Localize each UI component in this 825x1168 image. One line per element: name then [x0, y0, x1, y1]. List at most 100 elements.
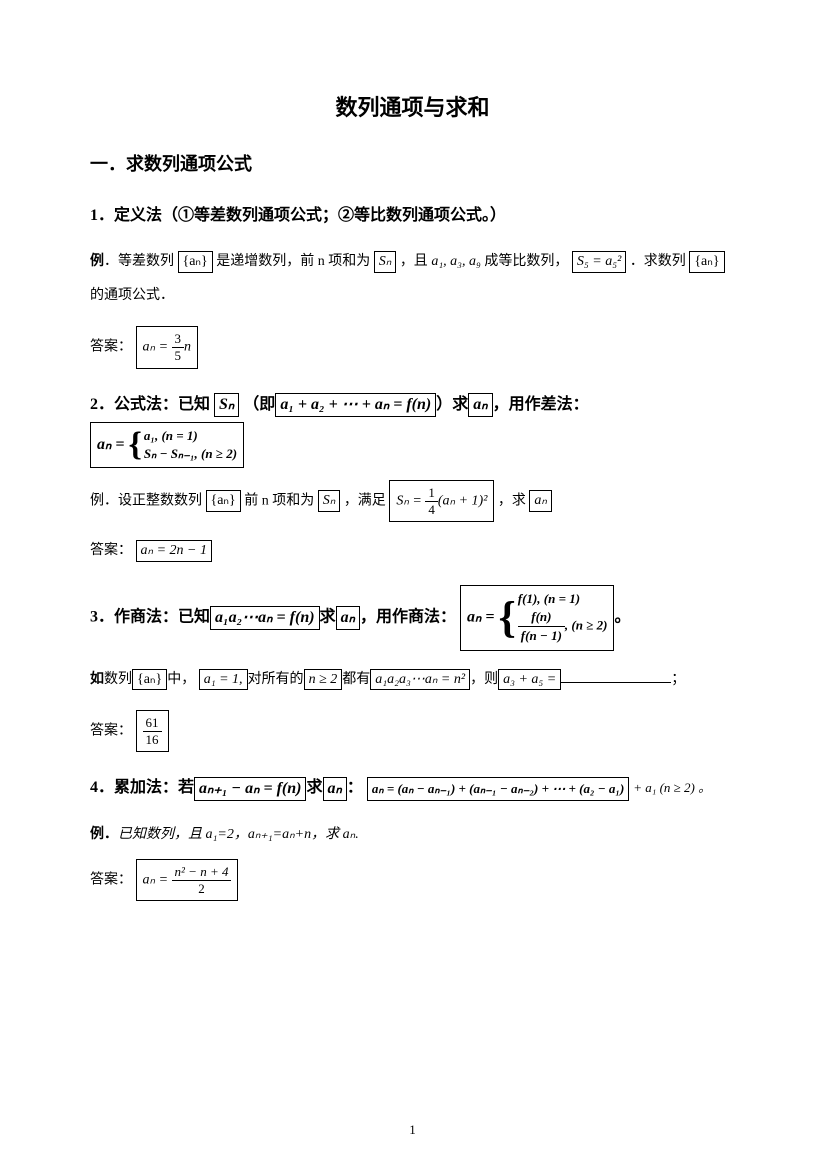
method-2-heading: 2．公式法：已知 Sₙ （即a₁ + a₂ + ⋯ + aₙ = f(n)）求a… — [90, 387, 735, 469]
m4-example: 例．已知数列，且 a₁=2，aₙ₊₁=aₙ+n，求 aₙ. — [90, 818, 735, 852]
m3-h-suffix: 。 — [614, 609, 630, 626]
m2-sumeq-box: a₁ + a₂ + ⋯ + aₙ = f(n) — [275, 393, 436, 417]
m3-prod-box: a₁a₂⋯aₙ = f(n) — [210, 606, 320, 630]
m2-h-prefix: 2．公式法：已知 — [90, 396, 210, 413]
method-3-heading: 3．作商法：已知 a₁a₂⋯aₙ = f(n) 求 aₙ ，用作商法： aₙ = { f… — [90, 585, 735, 651]
m1-ex-label: 例 — [90, 254, 104, 269]
m3-ex-suffix: ； — [671, 672, 685, 687]
m2-case-lines: a₁, (n = 1) Sₙ − Sₙ₋₁, (n ≥ 2) — [144, 427, 237, 463]
m3-an: aₙ — [341, 609, 355, 626]
m1-ex-t6: 的通项公式． — [90, 288, 174, 303]
m1-Sn-box: Sₙ — [374, 251, 397, 273]
m3-example: 如数列{aₙ}中， a₁ = 1,对所有的n ≥ 2都有a₁a₂a₃⋯aₙ = … — [90, 663, 735, 697]
m1-ans-lhs: aₙ = — [143, 340, 172, 355]
m2-ans: aₙ = 2n − 1 — [141, 543, 207, 558]
m4-answer: 答案： aₙ = n² − n + 42 — [90, 859, 735, 901]
m2-fx-frac: 14 — [425, 485, 438, 517]
m2-fx-rhs: (aₙ + 1)² — [438, 493, 488, 508]
m3-ex-t2: 中， — [167, 672, 195, 687]
m3-h-mid2: ，用作商法： — [360, 609, 456, 626]
m1-ans-box: aₙ = 35n — [136, 326, 199, 368]
m2-answer: 答案： aₙ = 2n − 1 — [90, 536, 735, 567]
m4-formula: aₙ = (aₙ − aₙ₋₁) + (aₙ₋₁ − aₙ₋₂) + ⋯ + (… — [372, 781, 624, 796]
m3-case1: f(1), (n = 1) — [518, 591, 580, 606]
m2-case2: Sₙ − Sₙ₋₁, (n ≥ 2) — [144, 446, 237, 461]
m1-ans-den: 5 — [172, 348, 185, 364]
m3-ex-t1: 数列 — [104, 672, 132, 687]
m2-Sn: Sₙ — [219, 396, 234, 413]
blank-line — [561, 682, 671, 683]
m3-h-prefix: 3．作商法：已知 — [90, 609, 210, 626]
m2-case1: a₁, (n = 1) — [144, 428, 198, 443]
m3-ans-den: 16 — [143, 732, 162, 748]
m2-Sn-box: Sₙ — [214, 393, 239, 417]
m1-h-mid1: ①等差数列通项公式； — [178, 207, 338, 224]
m3-ex-nge2: n ≥ 2 — [309, 672, 338, 687]
m2-ex-seq-box: {aₙ} — [206, 490, 241, 512]
m2-ex-label: 例．设正整数数列 — [90, 493, 202, 508]
m1-ans-num: 3 — [172, 331, 185, 348]
m1-ans-frac: 35 — [172, 331, 185, 363]
m4-cond: aₙ₊₁ − aₙ = f(n) — [199, 780, 301, 797]
m3-case-lhs: aₙ = — [467, 609, 499, 626]
m3-h-mid1: 求 — [320, 609, 336, 626]
m4-cond-box: aₙ₊₁ − aₙ = f(n) — [194, 777, 306, 801]
m3-ex-a1-box: a₁ = 1, — [199, 669, 248, 691]
m2-ex-Sn-box: Sₙ — [318, 490, 341, 512]
m2-ex-t3: ，求 — [498, 493, 526, 508]
m2-ex-formula-box: Sₙ = 14(aₙ + 1)² — [389, 480, 494, 522]
m2-fx-num: 1 — [425, 485, 438, 502]
m4-h-mid2: ： — [347, 779, 363, 796]
m3-prod: a₁a₂⋯aₙ = f(n) — [215, 609, 315, 626]
m2-ex-t1: 前 n 项和为 — [244, 493, 314, 508]
m3-answer: 答案： 6116 — [90, 710, 735, 752]
m3-ex-t3: 对所有的 — [248, 672, 304, 687]
m2-example: 例．设正整数数列 {aₙ} 前 n 项和为 Sₙ ，满足 Sₙ = 14(aₙ … — [90, 480, 735, 522]
m3-ans-label: 答案： — [90, 724, 132, 739]
m2-fx-lhs: Sₙ = — [396, 493, 425, 508]
m1-ex-t4: 成等比数列， — [484, 254, 568, 269]
page-number: 1 — [0, 1122, 825, 1138]
m1-ex-t5: ．求数列 — [630, 254, 686, 269]
m1-example: 例．等差数列 {aₙ} 是递增数列，前 n 项和为 Sₙ ，且 a₁, a₃, … — [90, 245, 735, 312]
page-title: 数列通项与求和 — [90, 90, 735, 122]
m2-h-mid3: ，用作差法： — [493, 396, 589, 413]
m1-seq2-box: {aₙ} — [689, 251, 724, 273]
m2-fx-den: 4 — [425, 502, 438, 518]
m3-ans-frac: 6116 — [143, 715, 162, 747]
m4-formula-box: aₙ = (aₙ − aₙ₋₁) + (aₙ₋₁ − aₙ₋₂) + ⋯ + (… — [367, 777, 629, 801]
m4-ex-text: 已知数列，且 a₁=2，aₙ₊₁=aₙ+n，求 aₙ. — [118, 827, 359, 842]
m2-ex-seq: {aₙ} — [211, 493, 236, 508]
m4-ans-lhs: aₙ = — [143, 873, 172, 888]
m3-ex-prefix: 如 — [90, 672, 104, 687]
m3-an-box: aₙ — [336, 606, 360, 630]
method-4-heading: 4．累加法：若aₙ₊₁ − aₙ = f(n)求aₙ： aₙ = (aₙ − a… — [90, 770, 735, 805]
m2-ex-an: aₙ — [534, 493, 547, 508]
brace-icon: { — [498, 596, 515, 640]
m1-answer: 答案： aₙ = 35n — [90, 326, 735, 368]
m3-ans-box: 6116 — [136, 710, 169, 752]
m3-ex-seq: {aₙ} — [137, 672, 162, 687]
m2-sumeq: a₁ + a₂ + ⋯ + aₙ = f(n) — [280, 396, 431, 413]
m2-ex-t2: ，满足 — [344, 493, 386, 508]
m2-an-box: aₙ — [468, 393, 492, 417]
m3-ex-t5: ，则 — [470, 672, 498, 687]
m3-ex-nge2-box: n ≥ 2 — [304, 669, 343, 691]
m1-seq1-box: {aₙ} — [178, 251, 213, 273]
m2-h-mid1: （即 — [243, 396, 275, 413]
m1-seq1: {aₙ} — [183, 254, 208, 269]
m4-ans-box: aₙ = n² − n + 42 — [136, 859, 239, 901]
m3-ex-a1: a₁ = 1, — [204, 672, 243, 687]
m2-ex-Sn: Sₙ — [323, 493, 336, 508]
m1-seq2: {aₙ} — [694, 254, 719, 269]
section-heading: 一．求数列通项公式 — [90, 150, 735, 176]
m3-ex-t4: 都有 — [342, 672, 370, 687]
m4-an: aₙ — [328, 780, 342, 797]
m4-h-mid1: 求 — [306, 779, 322, 796]
m3-case-box: aₙ = { f(1), (n = 1) f(n)f(n − 1), (n ≥ … — [460, 585, 614, 651]
method-1-heading: 1．定义法（①等差数列通项公式；②等比数列通项公式。） — [90, 198, 735, 233]
m1-h-suffix: ） — [490, 207, 506, 224]
m2-ans-box: aₙ = 2n − 1 — [136, 540, 212, 562]
m3-c2-num: f(n) — [518, 608, 565, 627]
m1-a1a3a9: a₁, a₃, a₉ — [431, 254, 481, 269]
